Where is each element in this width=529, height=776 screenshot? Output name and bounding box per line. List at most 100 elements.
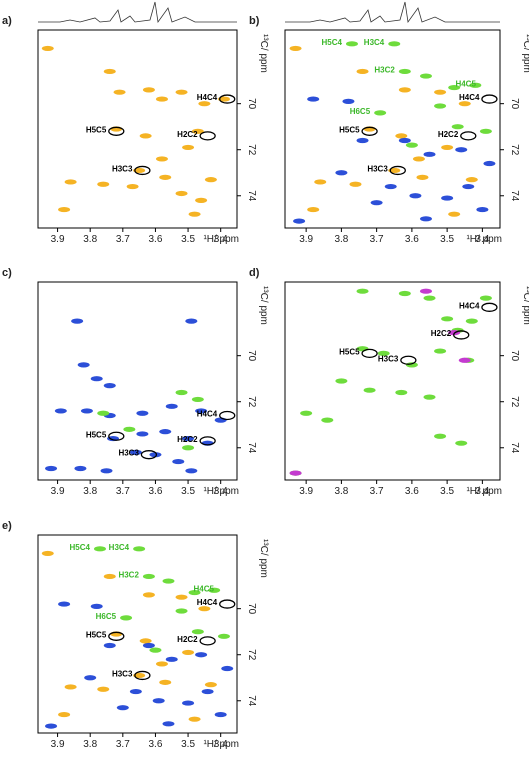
peak-ring xyxy=(108,431,125,441)
y-axis-label: ¹³C/ ppm xyxy=(258,286,269,325)
peak xyxy=(129,688,142,695)
y-tick-label: 74 xyxy=(246,190,257,202)
peak xyxy=(479,295,492,301)
y-tick-label: 74 xyxy=(246,695,257,707)
y-tick-label: 74 xyxy=(509,190,520,202)
x-tick-label: 3.5 xyxy=(440,234,454,245)
peak xyxy=(458,101,471,107)
x-tick-label: 3.6 xyxy=(405,234,419,245)
peak xyxy=(175,89,188,95)
peak xyxy=(458,357,471,363)
peak xyxy=(201,688,214,695)
plot-frame xyxy=(284,29,501,229)
peak-annotation: H2C2 xyxy=(431,329,452,338)
peak xyxy=(469,82,482,88)
peak-ring xyxy=(134,165,151,176)
peak-ring xyxy=(108,126,125,136)
peak xyxy=(155,661,168,667)
peak xyxy=(195,197,208,203)
peak xyxy=(384,183,397,190)
peak-ring xyxy=(361,126,378,136)
y-tick-label: 74 xyxy=(246,442,257,454)
x-tick-label: 3.4 xyxy=(475,234,489,245)
peak xyxy=(159,174,172,180)
peak-annotation: H4C4 xyxy=(197,93,218,102)
y-tick-label: 70 xyxy=(246,603,257,615)
x-tick-label: 3.4 xyxy=(475,486,489,497)
peak xyxy=(116,705,129,711)
peak xyxy=(149,452,162,458)
peak xyxy=(434,348,447,354)
peak xyxy=(419,288,432,294)
y-tick-label: 70 xyxy=(509,350,520,362)
peak-annotation: H5C5 xyxy=(86,630,107,639)
peak xyxy=(289,45,302,52)
peak xyxy=(455,147,468,153)
y-axis-label: ¹³C/ ppm xyxy=(521,286,529,325)
peak xyxy=(77,362,90,368)
peak xyxy=(58,206,71,213)
peak xyxy=(162,721,175,727)
peak xyxy=(188,589,201,596)
peak-ring xyxy=(453,330,470,340)
x-axis-label: ¹H/ ppm xyxy=(466,234,502,245)
y-tick-label: 74 xyxy=(509,442,520,454)
peak xyxy=(71,318,84,324)
peak xyxy=(398,68,411,75)
peak xyxy=(217,633,230,639)
peak xyxy=(416,174,429,180)
peak xyxy=(129,449,142,455)
peak xyxy=(103,383,116,389)
peak-ring xyxy=(481,94,498,104)
peak xyxy=(388,41,401,47)
peak xyxy=(191,396,204,403)
peak xyxy=(159,429,172,435)
y-axis-label: ¹³C/ ppm xyxy=(521,34,529,73)
peak-annotation: H4C5 xyxy=(455,79,476,88)
x-tick-label: 3.4 xyxy=(214,486,228,497)
x-tick-label: 3.5 xyxy=(181,486,195,497)
peak xyxy=(80,408,93,414)
peak xyxy=(423,295,436,301)
peak xyxy=(465,318,478,324)
peak-ring xyxy=(400,355,417,365)
peak xyxy=(356,137,369,144)
peak xyxy=(356,288,369,294)
x-tick-label: 3.7 xyxy=(116,234,130,245)
peak xyxy=(185,318,198,324)
peak xyxy=(451,124,464,130)
plot-frame xyxy=(37,281,238,481)
peak xyxy=(198,606,211,612)
x-tick-label: 3.7 xyxy=(370,234,384,245)
peak xyxy=(204,177,217,183)
x-tick-label: 3.6 xyxy=(148,486,162,497)
peak xyxy=(204,682,217,688)
peak xyxy=(462,183,475,190)
x-tick-label: 3.7 xyxy=(370,486,384,497)
peak-annotation: H5C5 xyxy=(339,125,360,134)
peak xyxy=(142,87,155,93)
peak xyxy=(195,652,208,658)
x-tick-label: 3.9 xyxy=(51,234,65,245)
peak xyxy=(363,387,376,393)
peak xyxy=(162,578,175,584)
peak-annotation: H3C3 xyxy=(378,354,399,363)
peak-annotation: H5C4 xyxy=(322,38,343,47)
peak-annotation: H2C2 xyxy=(177,635,198,644)
peak xyxy=(175,594,188,600)
peak xyxy=(175,608,188,614)
peak xyxy=(64,179,77,185)
plot-frame xyxy=(284,281,501,481)
peak xyxy=(217,96,230,102)
peak xyxy=(356,68,369,75)
peak xyxy=(103,642,116,649)
peak xyxy=(191,128,204,134)
peak xyxy=(395,389,408,396)
peak xyxy=(175,389,188,396)
peak-ring xyxy=(460,131,477,141)
peak xyxy=(155,156,168,162)
peak xyxy=(345,41,358,47)
peak xyxy=(479,128,492,134)
peak xyxy=(133,672,146,679)
x-tick-label: 3.6 xyxy=(148,739,162,750)
